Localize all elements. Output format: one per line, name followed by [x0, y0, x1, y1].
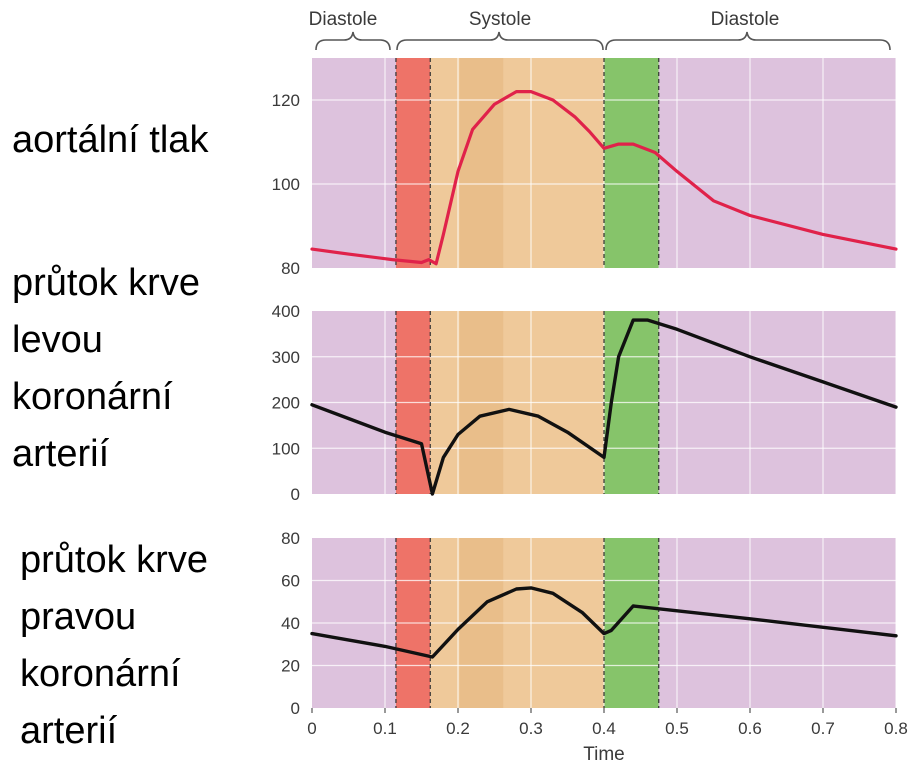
- x-tick-label: 0.4: [592, 719, 616, 738]
- x-axis-label: Time: [583, 744, 625, 765]
- phase-band: [312, 58, 396, 268]
- x-tick-label: 0.3: [519, 719, 543, 738]
- y-tick-label: 120: [272, 91, 300, 110]
- y-tick-label: 0: [291, 699, 300, 718]
- x-tick-label: 0.5: [665, 719, 689, 738]
- series-line-aortic: [310, 89, 898, 266]
- x-tick-label: 0.1: [373, 719, 397, 738]
- x-tick-label: 0.7: [811, 719, 835, 738]
- panel-right: 0 20 40 60 80 0 0.1 0.2 0.3 0.4 0.5 0.6 0.7 0.8 Time: [281, 529, 908, 765]
- phase-label-diastole: Diastole: [711, 9, 780, 30]
- phase-header: Diastole Systole Diastole: [309, 9, 891, 51]
- phase-band: [658, 58, 896, 268]
- phase-label-diastole: Diastole: [309, 9, 378, 30]
- y-tick-label: 100: [272, 175, 300, 194]
- x-tick-label: 0.2: [446, 719, 470, 738]
- x-tick-label: 0: [307, 719, 316, 738]
- phase-label-systole: Systole: [469, 9, 531, 30]
- right-label-line: koronární: [20, 653, 181, 695]
- panel-left: 0 100 200 300 400: [272, 302, 898, 504]
- y-tick-label: 80: [281, 529, 300, 548]
- chart-panels: 80 100 120 0 100 200 300 400 0 20 40 60 80 0 0.1 0.2 0.3…: [272, 58, 908, 765]
- series-line-right: [310, 586, 898, 659]
- phase-band: [604, 58, 659, 268]
- aortic-pressure-label: aortální tlak: [12, 119, 209, 161]
- left-label-line: koronární: [12, 376, 173, 418]
- y-tick-label: 40: [281, 614, 300, 633]
- y-tick-label: 60: [281, 572, 300, 591]
- right-label-line: arterií: [20, 710, 118, 752]
- x-tick-label: 0.8: [884, 719, 908, 738]
- systole-bracket: [396, 31, 604, 51]
- x-tick-label: 0.6: [738, 719, 762, 738]
- y-tick-label: 100: [272, 439, 300, 458]
- phase-band: [459, 58, 504, 268]
- phase-band: [395, 58, 431, 268]
- y-tick-label: 20: [281, 657, 300, 676]
- right-label-line: průtok krve: [20, 539, 208, 581]
- diastole-bracket-left: [315, 31, 391, 51]
- y-tick-label: 300: [272, 348, 300, 367]
- right-label-line: pravou: [20, 596, 137, 638]
- y-tick-label: 0: [291, 485, 300, 504]
- panel-aortic: 80 100 120: [272, 58, 898, 278]
- phase-band: [430, 58, 604, 268]
- left-label-line: arterií: [12, 433, 110, 475]
- y-tick-label: 80: [281, 259, 300, 278]
- y-tick-label: 400: [272, 302, 300, 321]
- series-line-left: [310, 318, 898, 496]
- y-tick-label: 200: [272, 394, 300, 413]
- diastole-bracket-right: [605, 31, 891, 51]
- left-label-line: průtok krve: [12, 262, 200, 304]
- left-label-line: levou: [12, 319, 103, 361]
